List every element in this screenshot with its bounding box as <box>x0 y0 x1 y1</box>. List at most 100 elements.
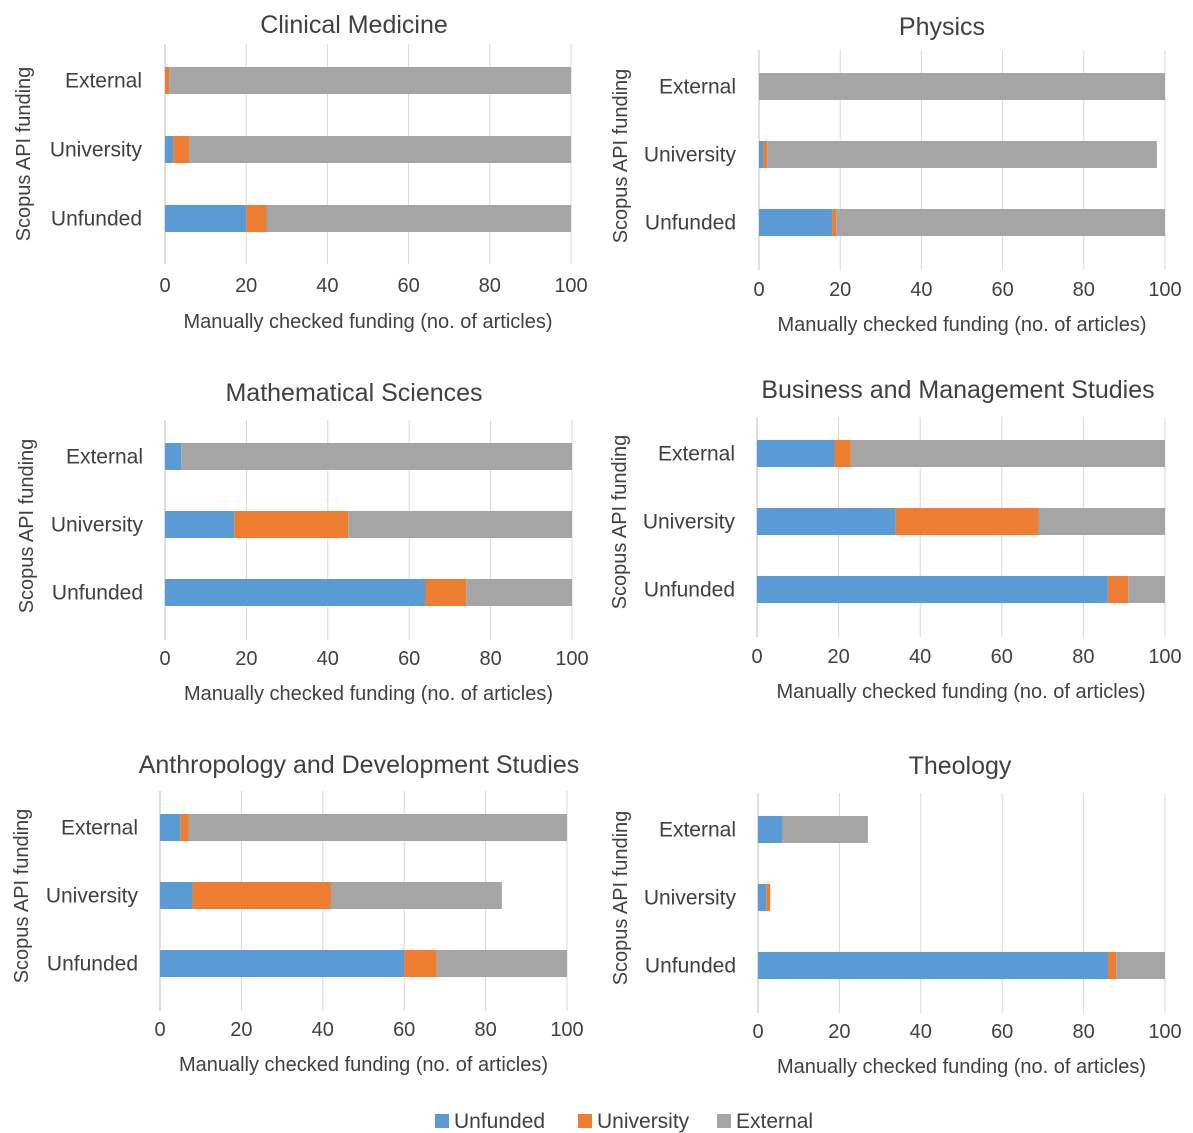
bar-external-unfunded <box>165 443 182 470</box>
x-tick-label: 20 <box>829 279 851 301</box>
category-label: Unfunded <box>52 582 143 605</box>
x-axis-title: Manually checked funding (no. of article… <box>184 683 553 705</box>
bar-unfunded-external <box>436 950 567 977</box>
bar-unfunded-external <box>1128 576 1165 603</box>
x-tick-label: 80 <box>1073 279 1095 301</box>
y-axis-title: Scopus API funding <box>610 69 632 244</box>
y-axis-title: Scopus API funding <box>609 435 631 610</box>
chart-physics: External University Unfunded 0 20 40 60 80 100 Ph… <box>610 13 1182 336</box>
category-label: University <box>644 144 737 167</box>
bar-university-unfunded <box>759 141 764 168</box>
chart-title: Anthropology and Development Studies <box>139 751 580 779</box>
bar-unfunded-unfunded <box>759 209 833 236</box>
category-label: Unfunded <box>645 212 736 235</box>
category-label: Unfunded <box>645 955 736 978</box>
bar-university-university <box>173 136 190 163</box>
x-tick-label: 100 <box>550 1019 583 1041</box>
bar-unfunded-university <box>404 950 437 977</box>
bar-university-unfunded <box>165 511 235 538</box>
legend-swatch <box>435 1114 449 1128</box>
bar-university-external <box>330 882 502 909</box>
bar-unfunded-external <box>1116 952 1165 979</box>
x-tick-label: 80 <box>1072 1021 1094 1043</box>
x-tick-label: 60 <box>991 1021 1013 1043</box>
x-axis-title: Manually checked funding (no. of article… <box>179 1054 548 1076</box>
category-label: University <box>46 885 139 908</box>
x-tick-label: 60 <box>991 646 1013 668</box>
category-label: University <box>643 511 736 534</box>
category-label: Unfunded <box>644 579 735 602</box>
x-tick-label: 40 <box>910 1021 932 1043</box>
x-tick-label: 40 <box>910 279 932 301</box>
legend-item-university: University <box>578 1110 690 1133</box>
x-axis-title: Manually checked funding (no. of article… <box>776 681 1145 703</box>
bar-external-unfunded <box>757 440 835 467</box>
bar-unfunded-unfunded <box>160 950 405 977</box>
bar-university-university <box>763 141 768 168</box>
bar-university-university <box>234 511 349 538</box>
x-tick-label: 0 <box>751 646 762 668</box>
category-label: Unfunded <box>47 953 138 976</box>
bar-unfunded-university <box>1108 952 1117 979</box>
category-label: University <box>51 514 144 537</box>
chart-title: Clinical Medicine <box>260 11 448 39</box>
legend-label: Unfunded <box>454 1110 545 1133</box>
category-label: External <box>658 443 735 466</box>
x-tick-label: 40 <box>312 1019 334 1041</box>
chart-business-and-management-studies: External University Unfunded 0 20 40 60 80 100 Bu… <box>609 376 1182 703</box>
bar-university-university <box>192 882 331 909</box>
bar-university-university <box>895 508 1039 535</box>
bar-external-external <box>188 814 568 841</box>
bar-unfunded-unfunded <box>165 579 426 606</box>
bar-university-unfunded <box>165 136 174 163</box>
bar-unfunded-university <box>246 205 267 232</box>
bar-university-unfunded <box>758 884 767 911</box>
bar-external-external <box>169 67 571 94</box>
x-tick-label: 80 <box>479 648 501 670</box>
bar-external-external <box>759 73 1165 100</box>
chart-title: Theology <box>909 752 1012 780</box>
bar-university-unfunded <box>160 882 193 909</box>
category-label: Unfunded <box>51 208 142 231</box>
legend-label: University <box>597 1110 690 1133</box>
legend-item-external: External <box>717 1110 813 1133</box>
x-tick-label: 0 <box>753 279 764 301</box>
x-tick-label: 80 <box>1072 646 1094 668</box>
y-axis-title: Scopus API funding <box>610 811 632 986</box>
x-tick-label: 20 <box>827 646 849 668</box>
bar-external-external <box>782 816 868 843</box>
bar-external-external <box>850 440 1165 467</box>
legend: Unfunded University External <box>435 1110 813 1133</box>
bar-university-external <box>189 136 572 163</box>
bar-unfunded-university <box>1107 576 1129 603</box>
x-tick-label: 40 <box>316 275 338 297</box>
x-tick-label: 60 <box>393 1019 415 1041</box>
x-tick-label: 60 <box>397 275 419 297</box>
bar-unfunded-unfunded <box>165 205 247 232</box>
x-axis-title: Manually checked funding (no. of article… <box>777 1056 1146 1078</box>
legend-item-unfunded: Unfunded <box>435 1110 545 1133</box>
bar-unfunded-external <box>836 209 1165 236</box>
y-axis-title: Scopus API funding <box>16 439 38 614</box>
x-tick-label: 40 <box>317 648 339 670</box>
chart-title: Mathematical Sciences <box>225 379 482 407</box>
y-axis-title: Scopus API funding <box>13 67 35 242</box>
x-tick-label: 20 <box>230 1019 252 1041</box>
x-tick-label: 0 <box>159 275 170 297</box>
bar-university-external <box>767 141 1157 168</box>
bar-external-university <box>180 814 189 841</box>
x-tick-label: 0 <box>159 648 170 670</box>
bar-university-university <box>766 884 771 911</box>
x-tick-label: 100 <box>1148 279 1181 301</box>
x-tick-label: 100 <box>1148 1021 1181 1043</box>
bar-unfunded-university <box>832 209 837 236</box>
x-tick-label: 100 <box>555 648 588 670</box>
category-label: University <box>644 887 737 910</box>
y-axis-title: Scopus API funding <box>11 809 33 984</box>
chart-panels: External University Unfunded 0 20 40 60 80 100 Cl… <box>11 11 1182 1078</box>
chart-clinical-medicine: External University Unfunded 0 20 40 60 80 100 Cl… <box>13 11 588 333</box>
x-tick-label: 60 <box>398 648 420 670</box>
bar-university-unfunded <box>757 508 896 535</box>
